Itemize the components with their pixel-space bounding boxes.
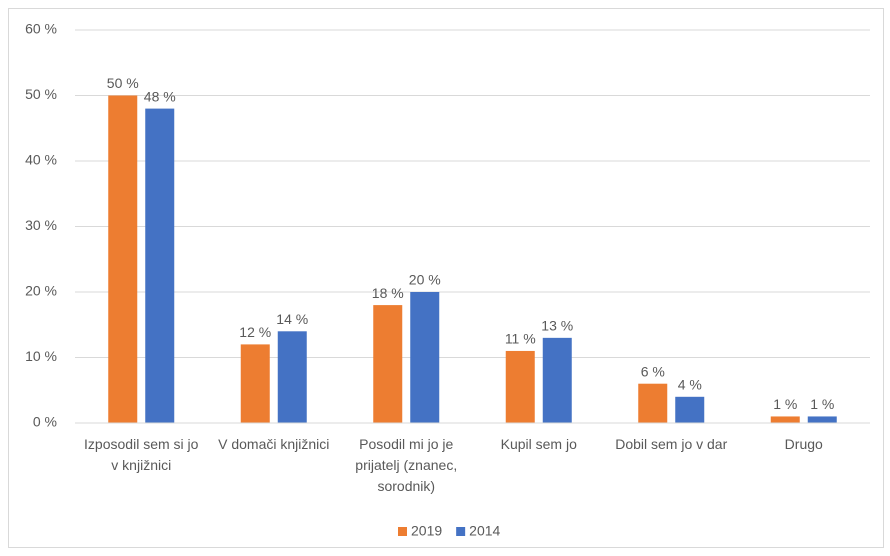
data-label: 4 % [678, 377, 702, 393]
y-tick-label: 40 % [25, 152, 57, 168]
data-label: 50 % [107, 75, 139, 91]
y-tick-label: 0 % [33, 414, 57, 430]
y-tick-label: 50 % [25, 86, 57, 102]
y-tick-label: 30 % [25, 217, 57, 233]
y-tick-label: 60 % [25, 21, 57, 37]
data-label: 48 % [144, 88, 176, 104]
bar [542, 337, 572, 423]
bar [108, 95, 138, 423]
bar [373, 305, 403, 423]
legend-swatch [456, 527, 466, 536]
bar [240, 344, 270, 423]
x-tick-label: Drugo [784, 436, 823, 452]
legend-label: 2019 [411, 523, 442, 539]
bar [145, 108, 175, 423]
x-tick-label: Kupil sem jo [500, 436, 577, 452]
data-label: 20 % [409, 272, 441, 288]
data-label: 1 % [773, 396, 797, 412]
data-label: 6 % [641, 363, 665, 379]
bar [638, 383, 668, 423]
data-label: 14 % [276, 311, 308, 327]
y-tick-label: 10 % [25, 348, 57, 364]
legend-label: 2014 [469, 523, 500, 539]
data-label: 18 % [372, 285, 404, 301]
bar [410, 292, 440, 423]
bar [277, 331, 307, 423]
x-tick-label: Dobil sem jo v dar [615, 436, 728, 452]
x-tick-label: Izposodil sem si jo v knjižnici [84, 436, 199, 473]
bar [675, 396, 705, 423]
bar [770, 416, 800, 423]
data-label: 13 % [541, 318, 573, 334]
data-label: 11 % [505, 331, 536, 347]
x-tick-label: V domači knjižnici [218, 436, 330, 452]
legend-swatch [398, 527, 407, 536]
data-label: 12 % [239, 324, 271, 340]
x-tick-label: Posodil mi jo je prijatelj (znanec, soro… [355, 436, 458, 494]
bar [505, 350, 535, 423]
data-label: 1 % [810, 396, 834, 412]
y-tick-label: 20 % [25, 283, 57, 299]
bar [807, 416, 837, 423]
